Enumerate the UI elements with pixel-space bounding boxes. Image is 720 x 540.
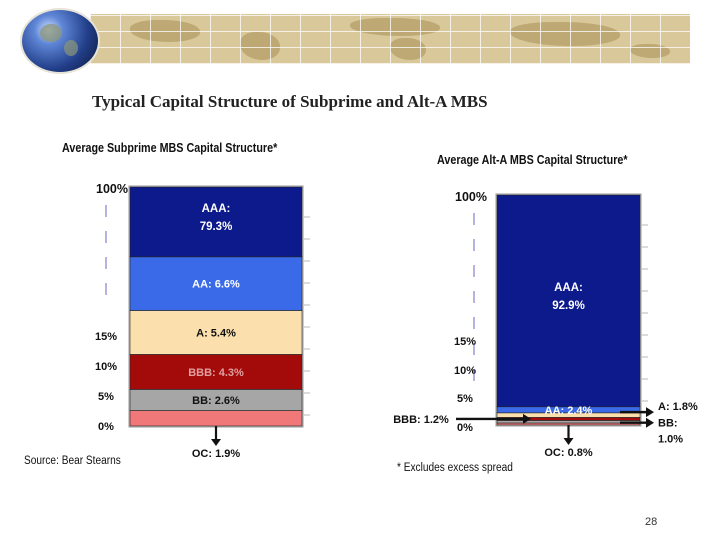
subprime-bar-aa xyxy=(129,256,303,311)
subprime-ylabel-5: 5% xyxy=(98,391,114,403)
alta-arrow-a-head xyxy=(646,407,654,418)
subprime-ylabel-15: 15% xyxy=(95,331,117,343)
page-number: 28 xyxy=(645,516,658,528)
subprime-arrow-oc-head xyxy=(211,439,221,446)
alta-label-bbb: BBB: 1.2% xyxy=(393,414,449,426)
alta-arrow-oc-head xyxy=(563,438,574,445)
alta-ylabel-15: 15% xyxy=(454,336,476,348)
alta-ylabel-5: 5% xyxy=(457,393,473,405)
alta-bar-aaa xyxy=(496,194,641,408)
globe-icon xyxy=(22,10,98,72)
alta-label-a: A: 1.8% xyxy=(658,401,698,413)
source-note: Source: Bear Stearns xyxy=(24,455,121,467)
alta-label-aa: AA: 2.4% xyxy=(545,405,593,417)
subprime-label-bb: BB: 2.6% xyxy=(192,395,240,407)
alta-label-bb-value: 1.0% xyxy=(658,434,683,446)
alta-arrow-bb-head xyxy=(646,417,654,428)
subprime-bar-bbb xyxy=(129,354,303,390)
subprime-label-oc: OC: 1.9% xyxy=(192,448,241,460)
alta-bar-oc xyxy=(496,422,641,426)
subprime-ylabel-100: 100% xyxy=(96,182,128,196)
alta-arrow-bbb-head xyxy=(523,413,531,424)
alta-chart-title: Average Alt-A MBS Capital Structure* xyxy=(437,153,628,167)
subprime-label-a: A: 5.4% xyxy=(196,327,236,339)
alta-label-aaa: AAA: xyxy=(554,282,583,294)
alta-ylabel-0: 0% xyxy=(457,422,473,434)
alta-ylabel-100: 100% xyxy=(455,190,487,204)
subprime-bar-aaa xyxy=(129,186,303,258)
subprime-label-bbb: BBB: 4.3% xyxy=(188,367,244,379)
subprime-bar-oc xyxy=(129,410,303,427)
header-banner xyxy=(90,14,690,64)
subprime-ylabel-10: 10% xyxy=(95,361,117,373)
alta-label-bb: BB: xyxy=(658,418,678,430)
subprime-bar-a xyxy=(129,310,303,355)
slide-title: Typical Capital Structure of Subprime an… xyxy=(92,92,488,111)
alta-ylabel-10: 10% xyxy=(454,365,476,377)
footnote: * Excludes excess spread xyxy=(397,462,513,474)
subprime-chart-title: Average Subprime MBS Capital Structure* xyxy=(62,141,278,155)
subprime-label-aaa: AAA: xyxy=(202,203,231,215)
alta-label-aaa-value: 92.9% xyxy=(552,300,585,312)
subprime-ylabel-0: 0% xyxy=(98,421,114,433)
subprime-label-aaa-value: 79.3% xyxy=(200,221,233,233)
alta-label-oc: OC: 0.8% xyxy=(544,447,593,459)
subprime-label-aa: AA: 6.6% xyxy=(192,279,240,291)
alta-bar-bb xyxy=(496,420,641,424)
